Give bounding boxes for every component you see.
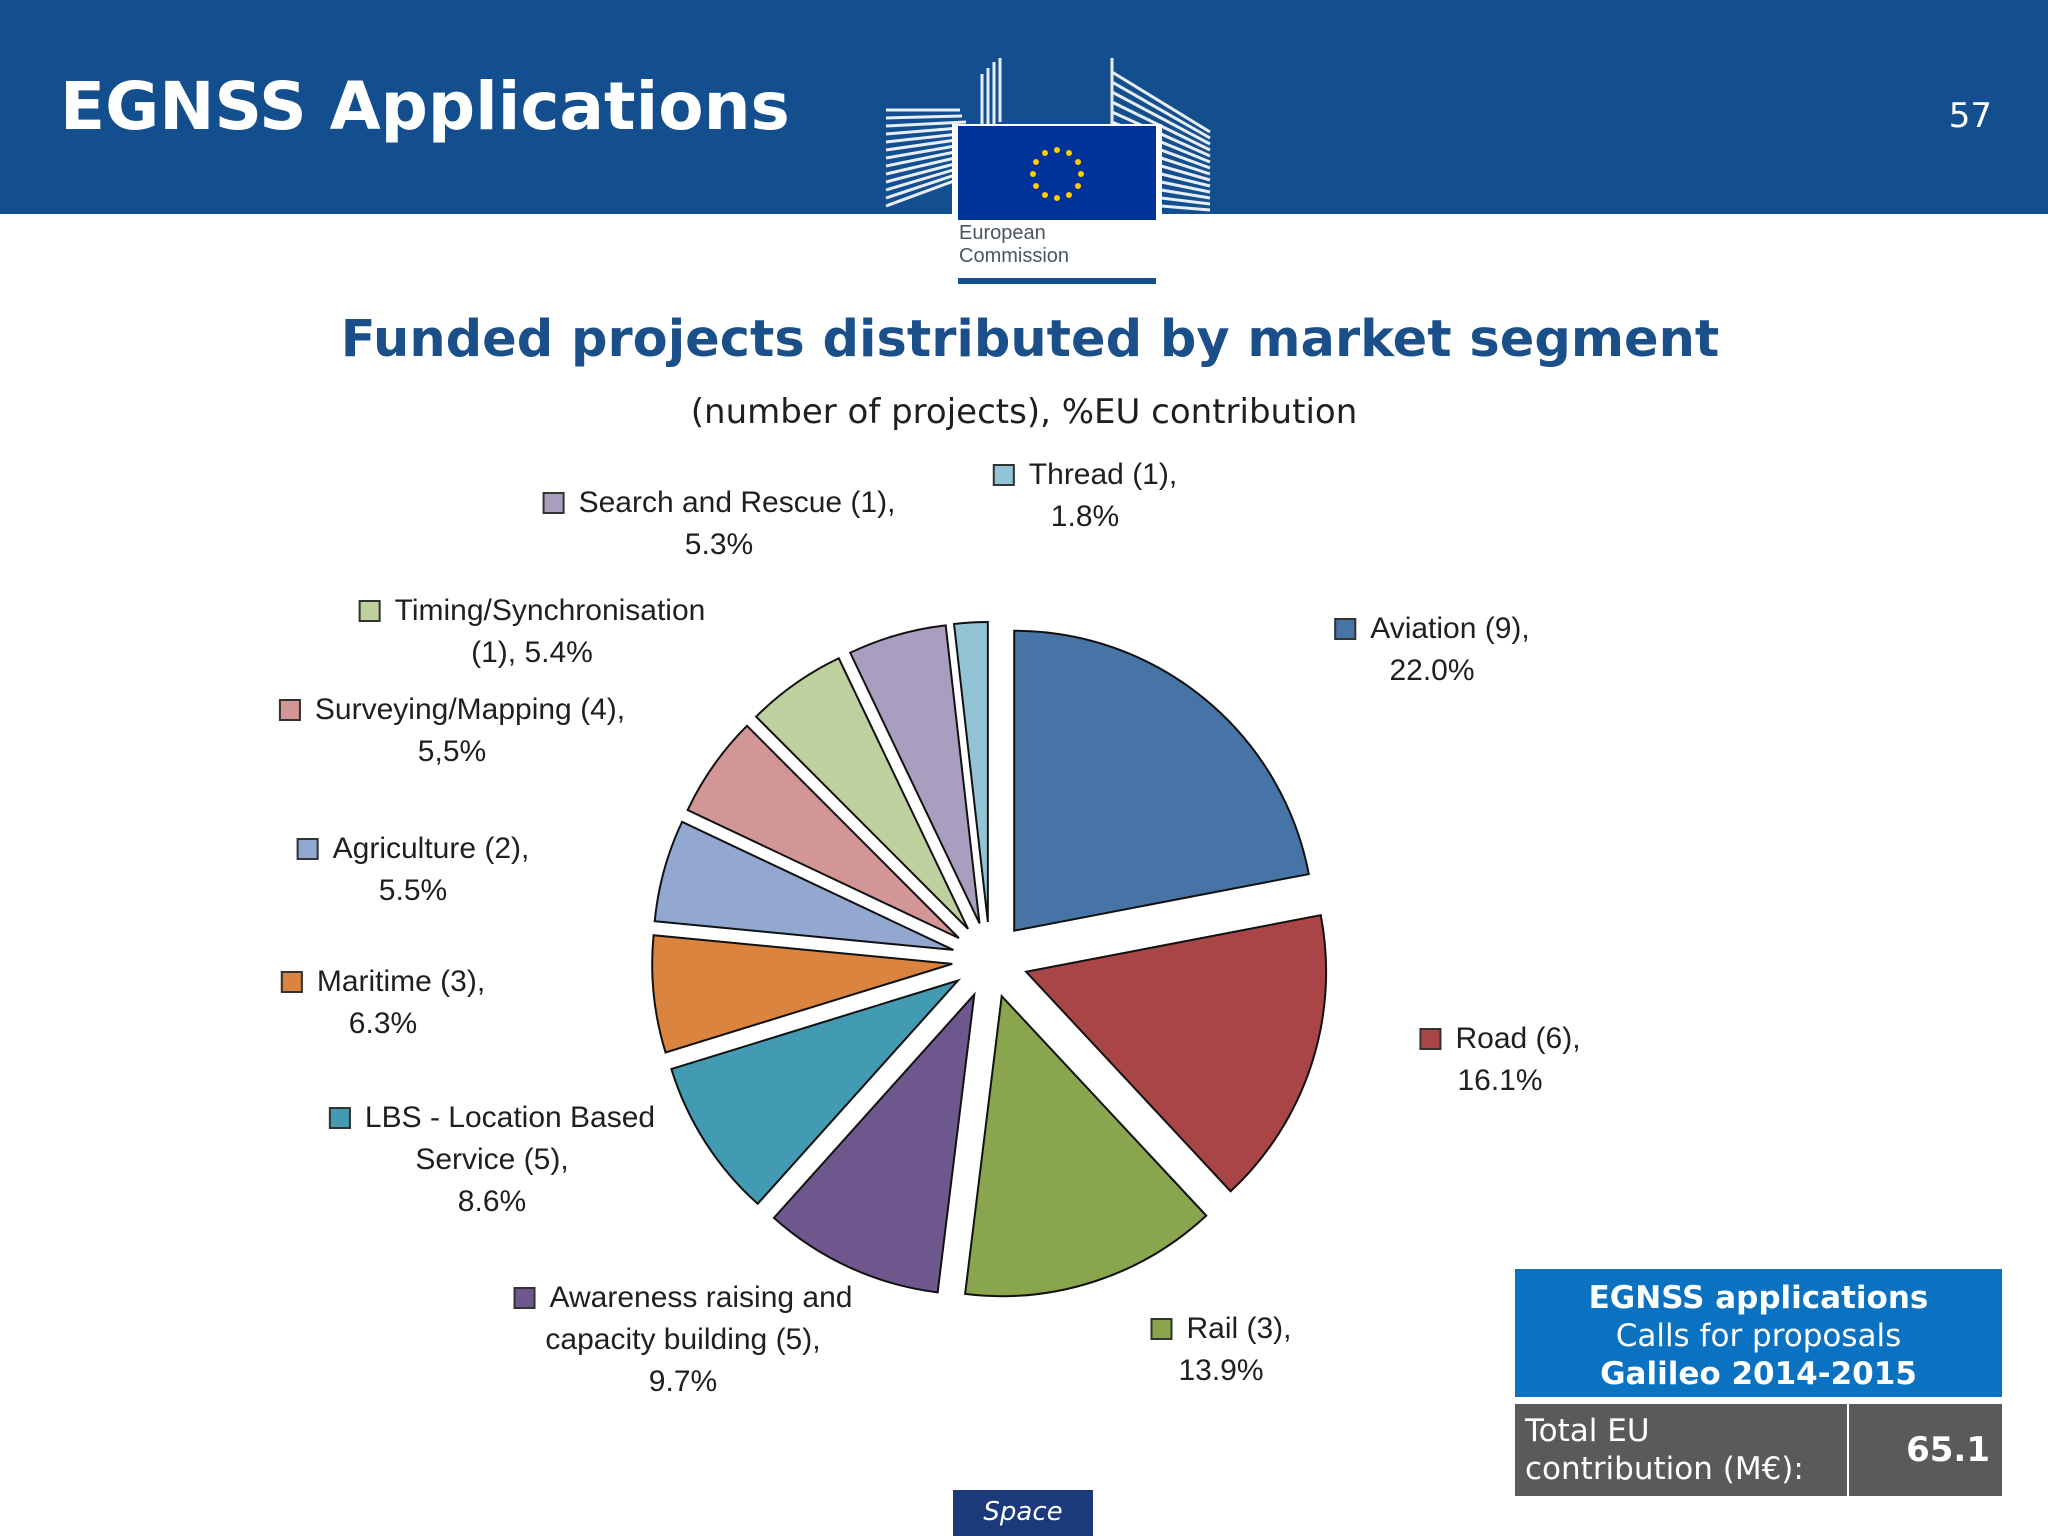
- total-eu-contribution-label: Total EU contribution (M€):: [1515, 1404, 1847, 1496]
- legend-swatch: [1150, 1318, 1173, 1340]
- slice-label-lbs-location-based-service: LBS - Location Based Service (5), 8.6%: [328, 1097, 655, 1223]
- summary-line2: Calls for proposals: [1615, 1318, 1902, 1354]
- slice-label-agriculture: Agriculture (2), 5.5%: [296, 828, 529, 912]
- legend-swatch: [278, 699, 301, 721]
- chart-subtitle: (number of projects), %EU contribution: [690, 392, 1358, 432]
- page-number: 57: [1948, 96, 1992, 136]
- eu-stars-icon: [1030, 147, 1084, 201]
- logo-text: European Commission: [959, 222, 1070, 267]
- slice-label-road: Road (6), 16.1%: [1419, 1018, 1581, 1102]
- legend-swatch: [992, 464, 1015, 486]
- legend-swatch: [280, 971, 303, 993]
- footer-space-tag: Space: [953, 1490, 1093, 1536]
- slice-label-maritime: Maritime (3), 6.3%: [280, 961, 485, 1045]
- pie-slice-aviation: [1013, 629, 1310, 932]
- pie-slice-rail: [963, 993, 1208, 1298]
- summary-box-header: EGNSS applications Calls for proposals G…: [1515, 1269, 2002, 1397]
- slide-title: EGNSS Applications: [60, 68, 790, 145]
- chart-title: Funded projects distributed by market se…: [340, 310, 1720, 369]
- legend-swatch: [328, 1107, 351, 1129]
- eu-flag-icon: [958, 126, 1156, 220]
- pie-slice-road: [1024, 913, 1328, 1193]
- pie-slice-maritime: [651, 934, 953, 1054]
- slice-label-rail: Rail (3), 13.9%: [1150, 1308, 1292, 1392]
- pie-slice-agriculture: [653, 820, 954, 951]
- pie-slice-search-and-rescue: [848, 624, 981, 924]
- legend-swatch: [358, 600, 381, 622]
- legend-swatch: [542, 492, 565, 514]
- eu-commission-logo: [885, 58, 1211, 288]
- legend-swatch: [296, 838, 319, 860]
- slice-label-awareness-raising-and-capacity-building: Awareness raising and capacity building (…: [513, 1277, 852, 1403]
- slice-label-timing-synchronisation: Timing/Synchronisation (1), 5.4%: [358, 590, 705, 674]
- legend-swatch: [1334, 618, 1357, 640]
- pie-slice-thread: [952, 621, 989, 923]
- summary-heading: EGNSS applications: [1588, 1280, 1929, 1316]
- slice-label-surveying-mapping: Surveying/Mapping (4), 5,5%: [278, 689, 625, 773]
- pie-slice-timing-synchronisation: [754, 656, 969, 930]
- total-eu-contribution-value: 65.1: [1849, 1404, 2002, 1496]
- summary-line3: Galileo 2014-2015: [1600, 1356, 1917, 1392]
- pie-slice-surveying-mapping: [686, 724, 960, 940]
- pie-slice-awareness-raising-and-capacity-building: [772, 991, 976, 1294]
- slice-label-search-and-rescue: Search and Rescue (1), 5.3%: [542, 482, 895, 566]
- slice-label-aviation: Aviation (9), 22.0%: [1334, 608, 1530, 692]
- slice-label-thread: Thread (1), 1.8%: [992, 454, 1177, 538]
- pie-slice-lbs-location-based-service: [670, 978, 962, 1206]
- legend-swatch: [1419, 1028, 1442, 1050]
- legend-swatch: [513, 1287, 536, 1309]
